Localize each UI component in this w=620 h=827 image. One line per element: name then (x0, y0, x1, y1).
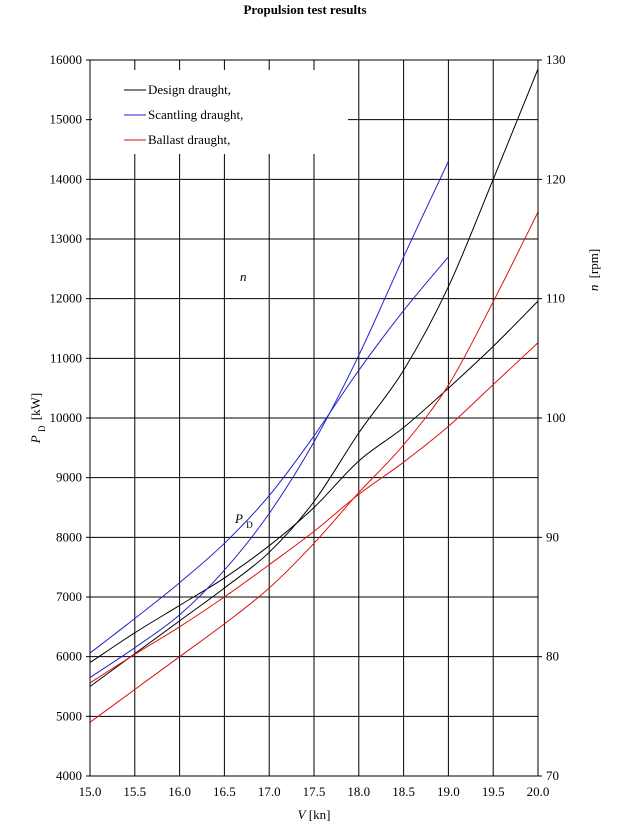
y-left-tick-label: 10000 (50, 410, 83, 425)
y-right-tick-labels: 70 80 90 100 110 120 130 (546, 52, 566, 783)
y-left-tick-label: 14000 (50, 171, 83, 186)
x-axis-var: V (298, 807, 308, 822)
x-tick-label: 17.5 (303, 784, 326, 799)
grid (86, 59, 542, 777)
y-right-tick-label: 120 (546, 171, 566, 186)
x-tick-label: 15.5 (123, 784, 146, 799)
x-axis-unit: [kn] (309, 807, 331, 822)
x-tick-label: 20.0 (527, 784, 550, 799)
y-left-axis-var: P (28, 435, 43, 444)
x-tick-label: 19.0 (437, 784, 460, 799)
y-right-axis-var: n (586, 285, 601, 292)
y-left-tick-label: 7000 (56, 589, 82, 604)
y-left-tick-label: 11000 (50, 350, 82, 365)
y-right-axis-unit: [rpm] (586, 249, 601, 279)
x-tick-label: 18.5 (392, 784, 415, 799)
annotation-n: n (240, 269, 247, 284)
y-left-tick-label: 16000 (50, 52, 83, 67)
plot-frame (89, 59, 539, 777)
power-line-design (89, 68, 539, 687)
y-left-axis-unit: [kW] (28, 393, 43, 420)
y-left-axis-sub: D (37, 425, 47, 432)
y-left-tick-label: 15000 (50, 112, 83, 127)
y-left-tick-label: 12000 (50, 291, 83, 306)
y-right-tick-label: 110 (546, 291, 565, 306)
x-tick-label: 18.0 (347, 784, 370, 799)
legend-label: Design draught, (148, 82, 231, 97)
legend-label: Ballast draught, (148, 132, 230, 147)
series-layer (89, 68, 539, 723)
legend: Design draught, Scantling draught, Ballast… (124, 82, 243, 147)
y-left-tick-label: 4000 (56, 768, 82, 783)
power-line-scantling (89, 161, 449, 678)
y-right-tick-label: 80 (546, 649, 559, 664)
y-left-tick-label: 6000 (56, 649, 82, 664)
rpm-line-ballast (89, 342, 539, 684)
y-left-tick-labels: 4000 5000 6000 7000 8000 9000 10000 11000 12000 1… (50, 52, 83, 783)
rpm-line-scantling (89, 256, 449, 654)
annotation-pd-var: P (234, 511, 243, 526)
power-line-ballast (89, 211, 539, 723)
y-right-axis-label: n [rpm] (586, 249, 601, 291)
x-tick-labels: 15.0 15.5 16.0 16.5 17.0 17.5 18.0 18.5 19.0 19.5… (79, 784, 550, 799)
y-right-tick-label: 100 (546, 410, 566, 425)
rpm-line-design (89, 300, 539, 664)
x-tick-label: 19.5 (482, 784, 505, 799)
y-right-tick-label: 90 (546, 529, 559, 544)
x-tick-label: 16.0 (168, 784, 191, 799)
annotation-pd: P D (234, 511, 253, 530)
x-tick-label: 17.0 (258, 784, 281, 799)
annotation-pd-sub: D (246, 520, 253, 530)
x-tick-label: 15.0 (79, 784, 102, 799)
y-left-tick-label: 8000 (56, 529, 82, 544)
y-left-tick-label: 5000 (56, 708, 82, 723)
y-left-tick-label: 13000 (50, 231, 83, 246)
chart-title: Propulsion test results (243, 2, 366, 17)
y-left-axis-label: P D [kW] (28, 393, 47, 444)
y-right-tick-label: 130 (546, 52, 566, 67)
y-left-tick-label: 9000 (56, 470, 82, 485)
legend-label: Scantling draught, (148, 107, 243, 122)
x-axis-label: V [kn] (298, 807, 331, 822)
y-right-tick-label: 70 (546, 768, 559, 783)
x-tick-label: 16.5 (213, 784, 236, 799)
